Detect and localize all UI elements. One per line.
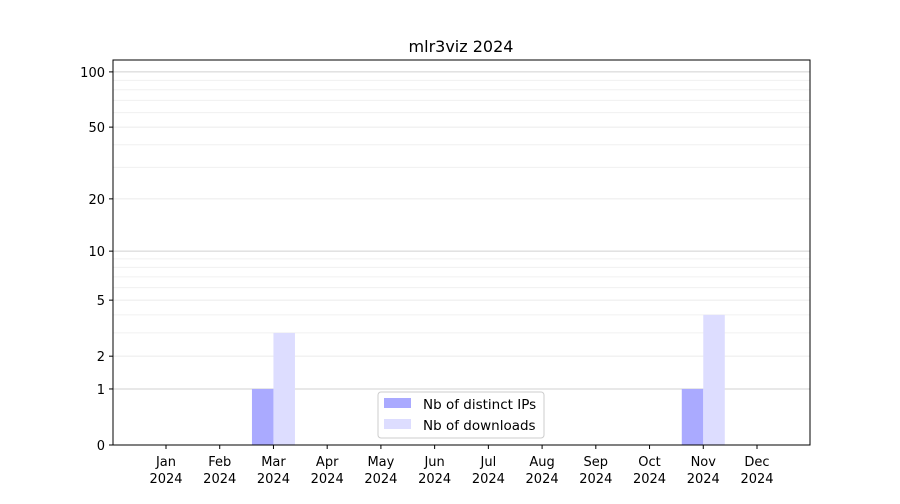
x-tick-label: May <box>367 455 394 470</box>
legend-label-ips: Nb of distinct IPs <box>423 397 536 413</box>
y-tick-label: 2 <box>97 350 105 365</box>
plot-frame <box>112 59 811 446</box>
x-tick-label-year: 2024 <box>740 472 773 487</box>
y-tick-label: 20 <box>88 193 105 208</box>
y-tick-label: 5 <box>97 294 105 309</box>
x-tick-label: Jan <box>155 455 176 470</box>
x-tick-label-year: 2024 <box>472 472 505 487</box>
y-tick-label: 50 <box>88 121 105 136</box>
x-tick-label: Apr <box>316 455 339 470</box>
x-tick-label: Sep <box>584 455 609 470</box>
x-tick-label-year: 2024 <box>579 472 612 487</box>
legend-box <box>377 391 545 439</box>
x-tick-label-year: 2024 <box>364 472 397 487</box>
x-tick-label: Mar <box>261 455 286 470</box>
y-axis: 0 1 2 5 10 20 50 100 <box>80 66 113 454</box>
x-tick-label: Feb <box>208 455 231 470</box>
x-tick-label-year: 2024 <box>633 472 666 487</box>
bar-distinct-ips <box>251 388 274 445</box>
bars <box>251 314 725 445</box>
x-tick-label-year: 2024 <box>203 472 236 487</box>
y-tick-label: 100 <box>80 66 105 81</box>
bar-downloads <box>273 332 295 445</box>
x-tick-label-year: 2024 <box>526 472 559 487</box>
legend-swatch-ips <box>384 398 411 408</box>
chart-title: mlr3viz 2024 <box>409 37 514 56</box>
x-tick-label: Oct <box>638 455 660 470</box>
x-tick-label-year: 2024 <box>311 472 344 487</box>
bar-downloads <box>703 314 725 445</box>
x-tick-label-year: 2024 <box>418 472 451 487</box>
x-tick-label-year: 2024 <box>149 472 182 487</box>
x-axis: Jan 2024 Feb 2024 Mar 2024 Apr 2024 May 2024 Jun 20… <box>149 445 774 487</box>
y-tick-label: 1 <box>97 383 105 398</box>
y-tick-label: 0 <box>97 439 105 454</box>
x-tick-label: Dec <box>744 455 769 470</box>
x-tick-label: Nov <box>691 455 717 470</box>
bar-distinct-ips <box>681 388 704 445</box>
x-tick-label-year: 2024 <box>687 472 720 487</box>
legend-label-downloads: Nb of downloads <box>423 418 536 434</box>
x-tick-label-year: 2024 <box>257 472 290 487</box>
x-tick-label: Jun <box>423 455 444 470</box>
y-tick-label: 10 <box>88 245 105 260</box>
x-tick-label: Aug <box>529 455 554 470</box>
legend: Nb of distinct IPs Nb of downloads <box>377 391 545 439</box>
x-tick-label: Jul <box>480 455 497 470</box>
legend-swatch-downloads <box>384 419 411 429</box>
